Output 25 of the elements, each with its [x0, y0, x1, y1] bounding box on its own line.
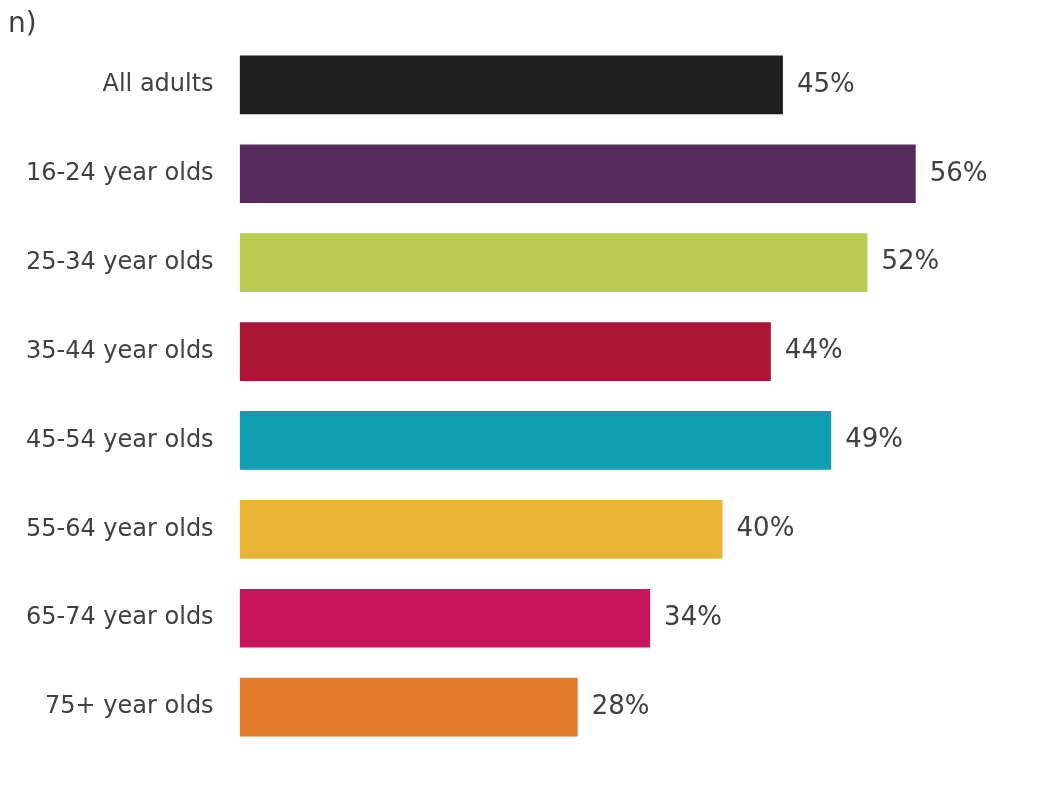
- bar: [239, 500, 723, 559]
- data-label: 56%: [929, 156, 988, 187]
- bar: [239, 144, 916, 204]
- data-label: 49%: [845, 423, 903, 454]
- y-tick-label: 55-64 year olds: [25, 513, 214, 542]
- text: n): [8, 6, 37, 39]
- data-label: 40%: [736, 512, 795, 543]
- y-tick-label: All adults: [102, 69, 214, 98]
- y-tick-label: 16-24 year olds: [25, 157, 214, 186]
- y-tick-label: 65-74 year olds: [25, 602, 214, 631]
- y-tick-label: 25-34 year olds: [25, 246, 214, 275]
- y-tick-label: 35-44 year olds: [25, 335, 214, 364]
- bar: [239, 322, 771, 381]
- data-label: 34%: [664, 601, 722, 631]
- bar: [239, 677, 578, 737]
- bar: [239, 233, 868, 292]
- y-tick-label: 45-54 year olds: [25, 424, 214, 453]
- data-label: 28%: [591, 689, 650, 720]
- bar: [239, 55, 783, 115]
- y-tick-label: 75+ year olds: [45, 691, 214, 720]
- data-label: 52%: [881, 245, 940, 276]
- data-label: 44%: [784, 334, 843, 365]
- data-label: 45%: [796, 67, 855, 98]
- bar: [239, 411, 832, 470]
- bar: [239, 588, 651, 648]
